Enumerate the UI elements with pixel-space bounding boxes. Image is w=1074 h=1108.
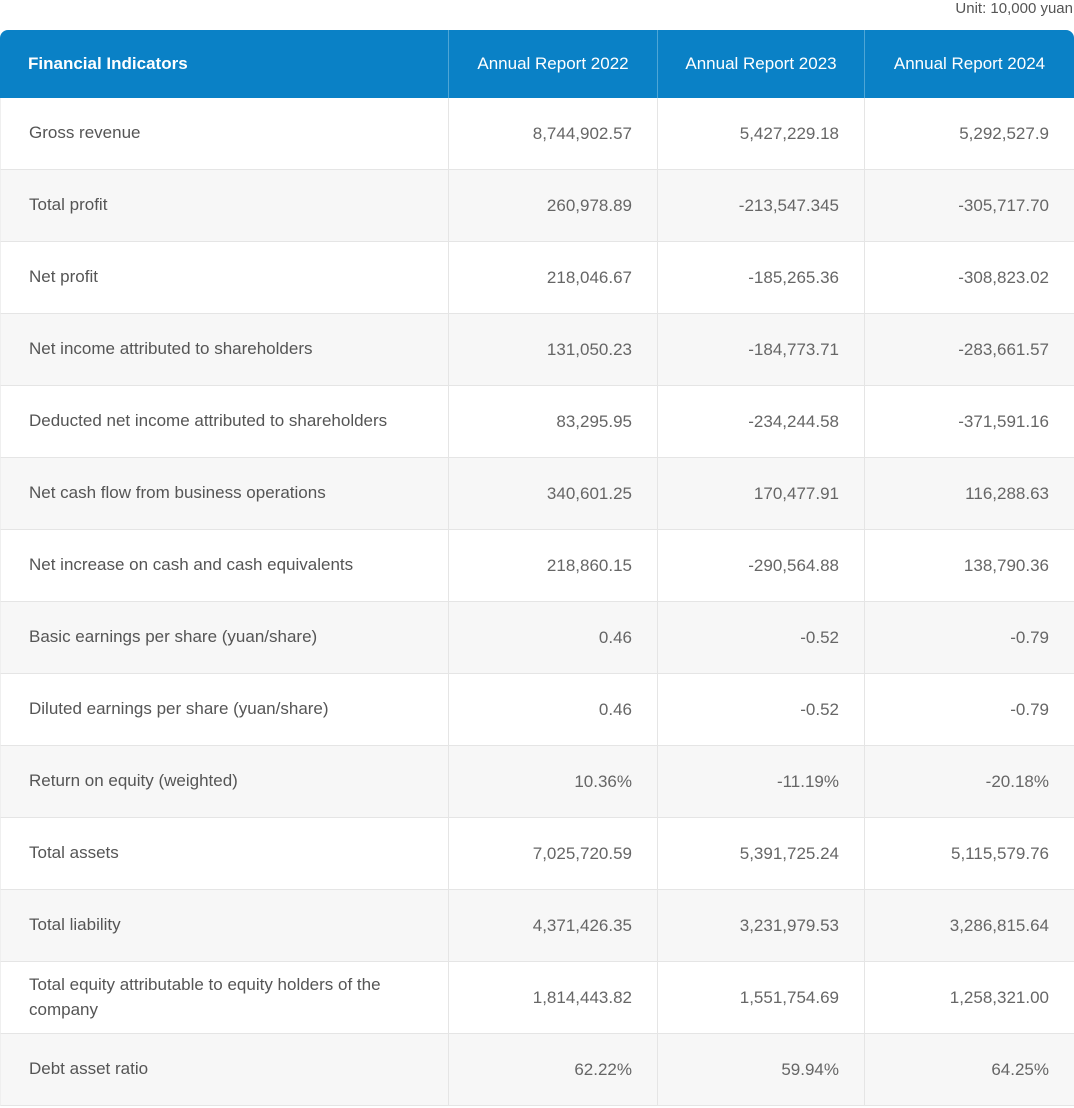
row-label: Total profit — [0, 170, 448, 242]
row-label: Net increase on cash and cash equivalent… — [0, 530, 448, 602]
row-label: Net profit — [0, 242, 448, 314]
row-value-2023: -184,773.71 — [657, 314, 864, 386]
table-row: Net cash flow from business operations 3… — [0, 458, 1074, 530]
row-value-2022: 218,860.15 — [448, 530, 657, 602]
row-value-2023: 1,551,754.69 — [657, 962, 864, 1034]
row-value-2023: -0.52 — [657, 602, 864, 674]
table-row: Basic earnings per share (yuan/share) 0.… — [0, 602, 1074, 674]
row-value-2023: -213,547.345 — [657, 170, 864, 242]
row-value-2024: 138,790.36 — [864, 530, 1074, 602]
row-value-2022: 260,978.89 — [448, 170, 657, 242]
row-value-2023: 5,427,229.18 — [657, 98, 864, 170]
header-annual-report-2023: Annual Report 2023 — [657, 30, 864, 98]
row-value-2022: 0.46 — [448, 602, 657, 674]
header-annual-report-2024: Annual Report 2024 — [864, 30, 1074, 98]
row-value-2024: -20.18% — [864, 746, 1074, 818]
table-row: Total liability 4,371,426.35 3,231,979.5… — [0, 890, 1074, 962]
row-value-2024: -305,717.70 — [864, 170, 1074, 242]
row-label: Basic earnings per share (yuan/share) — [0, 602, 448, 674]
row-value-2023: -290,564.88 — [657, 530, 864, 602]
unit-label: Unit: 10,000 yuan — [955, 0, 1073, 17]
row-value-2022: 218,046.67 — [448, 242, 657, 314]
row-value-2023: 59.94% — [657, 1034, 864, 1106]
row-value-2024: 116,288.63 — [864, 458, 1074, 530]
row-value-2023: 5,391,725.24 — [657, 818, 864, 890]
table-row: Net profit 218,046.67 -185,265.36 -308,8… — [0, 242, 1074, 314]
row-value-2024: -283,661.57 — [864, 314, 1074, 386]
row-value-2022: 0.46 — [448, 674, 657, 746]
table-row: Net increase on cash and cash equivalent… — [0, 530, 1074, 602]
row-value-2024: -0.79 — [864, 674, 1074, 746]
table-row: Return on equity (weighted) 10.36% -11.1… — [0, 746, 1074, 818]
row-value-2024: -308,823.02 — [864, 242, 1074, 314]
table-body: Gross revenue 8,744,902.57 5,427,229.18 … — [0, 98, 1074, 1106]
row-value-2023: -185,265.36 — [657, 242, 864, 314]
row-value-2022: 8,744,902.57 — [448, 98, 657, 170]
row-label: Total equity attributable to equity hold… — [0, 962, 448, 1034]
unit-bar: Unit: 10,000 yuan — [0, 0, 1074, 30]
row-value-2024: 1,258,321.00 — [864, 962, 1074, 1034]
row-label: Gross revenue — [0, 98, 448, 170]
header-annual-report-2022: Annual Report 2022 — [448, 30, 657, 98]
row-value-2023: 170,477.91 — [657, 458, 864, 530]
row-label: Return on equity (weighted) — [0, 746, 448, 818]
row-value-2024: 5,115,579.76 — [864, 818, 1074, 890]
row-value-2023: -11.19% — [657, 746, 864, 818]
header-row: Financial Indicators Annual Report 2022 … — [0, 30, 1074, 98]
table-row: Gross revenue 8,744,902.57 5,427,229.18 … — [0, 98, 1074, 170]
row-value-2023: -0.52 — [657, 674, 864, 746]
row-label: Diluted earnings per share (yuan/share) — [0, 674, 448, 746]
table-row: Net income attributed to shareholders 13… — [0, 314, 1074, 386]
row-label: Net income attributed to shareholders — [0, 314, 448, 386]
financial-indicators-table: Financial Indicators Annual Report 2022 … — [0, 30, 1074, 1106]
table-row: Total profit 260,978.89 -213,547.345 -30… — [0, 170, 1074, 242]
row-value-2024: 64.25% — [864, 1034, 1074, 1106]
header-financial-indicators: Financial Indicators — [0, 30, 448, 98]
row-label: Total liability — [0, 890, 448, 962]
table-row: Total assets 7,025,720.59 5,391,725.24 5… — [0, 818, 1074, 890]
row-value-2022: 340,601.25 — [448, 458, 657, 530]
table-row: Debt asset ratio 62.22% 59.94% 64.25% — [0, 1034, 1074, 1106]
row-value-2024: 3,286,815.64 — [864, 890, 1074, 962]
row-value-2023: 3,231,979.53 — [657, 890, 864, 962]
table-row: Diluted earnings per share (yuan/share) … — [0, 674, 1074, 746]
row-value-2024: -0.79 — [864, 602, 1074, 674]
row-value-2022: 7,025,720.59 — [448, 818, 657, 890]
row-value-2024: -371,591.16 — [864, 386, 1074, 458]
row-value-2022: 10.36% — [448, 746, 657, 818]
row-value-2024: 5,292,527.9 — [864, 98, 1074, 170]
row-value-2022: 83,295.95 — [448, 386, 657, 458]
table-row: Total equity attributable to equity hold… — [0, 962, 1074, 1034]
row-label: Total assets — [0, 818, 448, 890]
row-label: Deducted net income attributed to shareh… — [0, 386, 448, 458]
row-value-2023: -234,244.58 — [657, 386, 864, 458]
table-row: Deducted net income attributed to shareh… — [0, 386, 1074, 458]
row-value-2022: 62.22% — [448, 1034, 657, 1106]
row-value-2022: 4,371,426.35 — [448, 890, 657, 962]
row-value-2022: 1,814,443.82 — [448, 962, 657, 1034]
row-label: Net cash flow from business operations — [0, 458, 448, 530]
table-header: Financial Indicators Annual Report 2022 … — [0, 30, 1074, 98]
row-label: Debt asset ratio — [0, 1034, 448, 1106]
row-value-2022: 131,050.23 — [448, 314, 657, 386]
